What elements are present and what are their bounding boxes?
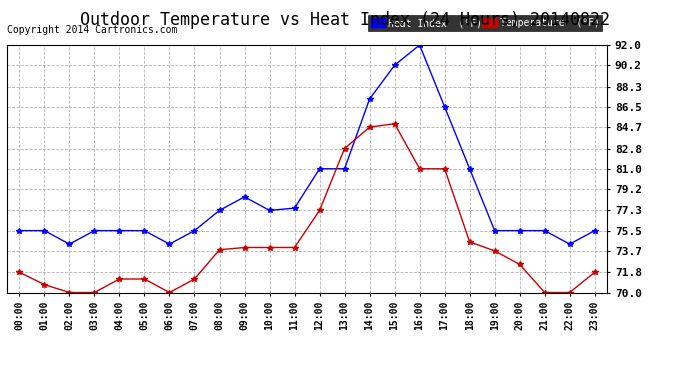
Legend: Heat Index  (°F), Temperature  (°F): Heat Index (°F), Temperature (°F) [368, 15, 602, 31]
Text: Outdoor Temperature vs Heat Index (24 Hours) 20140822: Outdoor Temperature vs Heat Index (24 Ho… [80, 11, 610, 29]
Text: Copyright 2014 Cartronics.com: Copyright 2014 Cartronics.com [7, 25, 177, 35]
